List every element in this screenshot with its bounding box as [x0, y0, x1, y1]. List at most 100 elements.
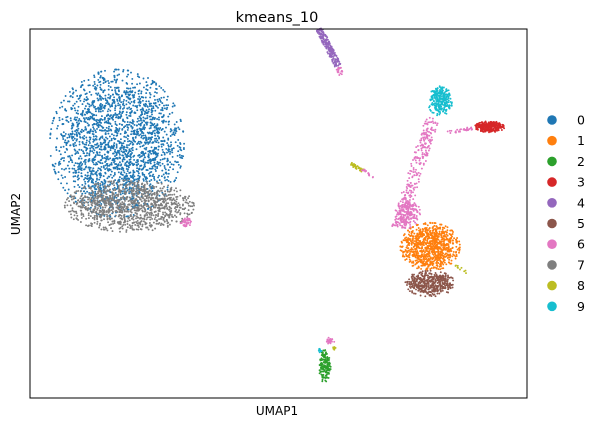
scatter-point	[146, 109, 148, 111]
scatter-point	[170, 141, 172, 143]
scatter-point	[121, 178, 123, 180]
scatter-point	[141, 197, 143, 199]
scatter-point	[81, 131, 83, 133]
scatter-point	[167, 96, 169, 98]
scatter-point	[395, 209, 397, 211]
scatter-point	[146, 197, 148, 199]
scatter-point	[445, 225, 447, 227]
scatter-point	[167, 104, 169, 106]
scatter-point	[106, 138, 108, 140]
scatter-point	[424, 251, 426, 253]
scatter-point	[155, 88, 157, 90]
scatter-point	[426, 119, 428, 121]
scatter-point	[406, 186, 408, 188]
scatter-point	[150, 203, 152, 205]
scatter-point	[159, 104, 161, 106]
scatter-point	[109, 140, 111, 142]
scatter-point	[448, 259, 450, 261]
scatter-point	[184, 197, 186, 199]
scatter-point	[182, 198, 184, 200]
scatter-point	[91, 116, 93, 118]
scatter-point	[104, 139, 106, 141]
scatter-point	[122, 179, 124, 181]
scatter-point	[109, 217, 111, 219]
scatter-point	[130, 141, 132, 143]
scatter-point	[72, 122, 74, 124]
scatter-point	[97, 183, 99, 185]
scatter-point	[68, 168, 70, 170]
scatter-point	[416, 211, 418, 213]
scatter-point	[122, 160, 124, 162]
scatter-point	[110, 197, 112, 199]
scatter-point	[129, 219, 131, 221]
scatter-point	[88, 214, 90, 216]
scatter-point	[99, 152, 101, 154]
scatter-point	[92, 148, 94, 150]
scatter-point	[94, 196, 96, 198]
scatter-point	[140, 114, 142, 116]
scatter-point	[440, 257, 442, 259]
scatter-point	[431, 222, 433, 224]
scatter-point	[154, 228, 156, 230]
scatter-point	[128, 115, 130, 117]
scatter-point	[165, 203, 167, 205]
scatter-point	[109, 110, 111, 112]
scatter-point	[69, 95, 71, 97]
scatter-point	[81, 212, 83, 214]
scatter-point	[111, 125, 113, 127]
scatter-point	[420, 142, 422, 144]
scatter-point	[145, 152, 147, 154]
scatter-point	[90, 210, 92, 212]
scatter-point	[161, 154, 163, 156]
scatter-point	[173, 194, 175, 196]
scatter-point	[98, 190, 100, 192]
scatter-point	[323, 38, 325, 40]
scatter-point	[323, 368, 325, 370]
scatter-point	[93, 195, 95, 197]
scatter-point	[424, 142, 426, 144]
scatter-point	[134, 124, 136, 126]
scatter-point	[143, 158, 145, 160]
scatter-point	[101, 199, 103, 201]
scatter-point	[114, 138, 116, 140]
scatter-point	[127, 121, 129, 123]
scatter-point	[83, 168, 85, 170]
scatter-point	[76, 117, 78, 119]
scatter-point	[93, 128, 95, 130]
scatter-point	[141, 207, 143, 209]
scatter-point	[118, 185, 120, 187]
scatter-point	[428, 258, 430, 260]
scatter-point	[414, 235, 416, 237]
scatter-point	[108, 94, 110, 96]
scatter-point	[120, 101, 122, 103]
scatter-point	[174, 104, 176, 106]
scatter-point	[92, 115, 94, 117]
scatter-point	[64, 207, 66, 209]
scatter-point	[76, 101, 78, 103]
scatter-point	[328, 50, 330, 52]
scatter-point	[96, 223, 98, 225]
scatter-point	[409, 251, 411, 253]
scatter-point	[167, 159, 169, 161]
scatter-point	[122, 151, 124, 153]
scatter-point	[96, 200, 98, 202]
scatter-point	[420, 148, 422, 150]
scatter-point	[81, 175, 83, 177]
scatter-point	[50, 155, 52, 157]
scatter-point	[403, 191, 405, 193]
scatter-point	[164, 154, 166, 156]
scatter-point	[415, 159, 417, 161]
scatter-point	[96, 139, 98, 141]
scatter-point	[444, 247, 446, 249]
scatter-point	[180, 119, 182, 121]
scatter-point	[154, 117, 156, 119]
scatter-point	[170, 135, 172, 137]
scatter-point	[127, 179, 129, 181]
scatter-point	[169, 213, 171, 215]
scatter-point	[92, 141, 94, 143]
scatter-point	[136, 148, 138, 150]
scatter-point	[162, 89, 164, 91]
scatter-point	[409, 252, 411, 254]
scatter-point	[412, 205, 414, 207]
scatter-point	[113, 199, 115, 201]
